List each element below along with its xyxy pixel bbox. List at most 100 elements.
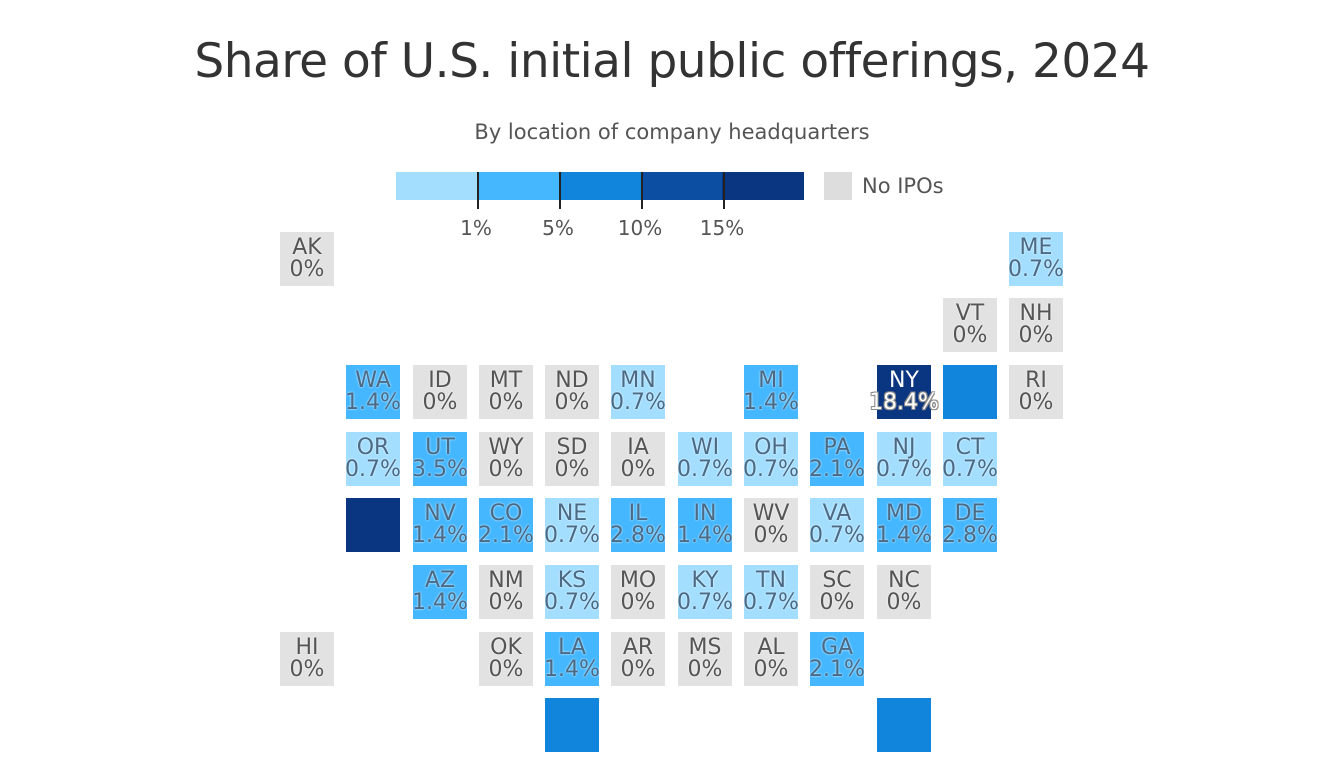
state-tile-mt: MT 0% <box>479 365 533 419</box>
state-tile-wa: WA 1.4% <box>345 365 401 419</box>
state-share: 0% <box>819 590 855 615</box>
state-abbr: PA <box>823 435 851 460</box>
state-tile-ak: AK 0% <box>280 232 334 286</box>
state-tile-mi: MI 1.4% <box>743 365 799 419</box>
state-tile-vt: VT 0% <box>943 298 997 352</box>
state-abbr: WV <box>752 501 790 526</box>
state-share: 0% <box>554 390 590 415</box>
state-share: 0.7% <box>677 457 733 482</box>
state-share: 1.4% <box>743 390 799 415</box>
state-tile-ut: UT 3.5% <box>412 432 468 486</box>
state-share: 2.1% <box>809 457 865 482</box>
state-tile-la: LA 1.4% <box>544 632 600 686</box>
state-tile-ms: MS 0% <box>678 632 732 686</box>
state-tile-ga: GA 2.1% <box>809 632 865 686</box>
state-tile-va: VA 0.7% <box>809 498 865 552</box>
legend-swatch-1 <box>477 172 560 200</box>
state-abbr: IL <box>628 501 648 526</box>
state-abbr: WY <box>488 435 524 460</box>
legend-tick-line <box>723 172 725 209</box>
state-abbr: TN <box>756 568 786 593</box>
state-abbr: DE <box>954 501 986 526</box>
legend-tick-label: 1% <box>460 216 492 240</box>
state-abbr: MI <box>758 368 784 393</box>
state-abbr: NH <box>1019 301 1053 326</box>
state-share: 0% <box>952 323 988 348</box>
state-abbr: ID <box>428 368 452 393</box>
state-abbr: NE <box>556 501 588 526</box>
state-share: 1.4% <box>876 523 932 548</box>
state-share: 0.7% <box>345 457 401 482</box>
state-share: 1.4% <box>412 523 468 548</box>
no-ipo-label: No IPOs <box>862 174 944 198</box>
state-share: 0% <box>422 390 458 415</box>
state-tile <box>943 365 997 419</box>
state-abbr: NV <box>424 501 456 526</box>
state-tile-ok: OK 0% <box>479 632 533 686</box>
legend-tick-label: 10% <box>617 216 663 240</box>
legend-swatch-2 <box>559 172 641 200</box>
state-tile-me: ME 0.7% <box>1008 232 1064 286</box>
legend-swatch-4 <box>722 172 804 200</box>
state-abbr: KS <box>557 568 587 593</box>
state-tile-ks: KS 0.7% <box>544 565 600 619</box>
state-tile-nh: NH 0% <box>1009 298 1063 352</box>
state-abbr: SD <box>556 435 588 460</box>
state-share: 0.7% <box>677 590 733 615</box>
state-share: 2.1% <box>809 657 865 682</box>
state-tile-nd: ND 0% <box>545 365 599 419</box>
state-tile-nc: NC 0% <box>877 565 931 619</box>
state-tile-hi: HI 0% <box>280 632 334 686</box>
state-share: 2.1% <box>478 523 534 548</box>
state-abbr: VA <box>822 501 852 526</box>
state-abbr: MT <box>489 368 523 393</box>
legend-swatch-3 <box>640 172 723 200</box>
state-abbr: IA <box>627 435 649 460</box>
state-share: 0% <box>289 657 325 682</box>
state-share: 0.7% <box>610 390 666 415</box>
state-tile-oh: OH 0.7% <box>743 432 799 486</box>
state-share: 0.7% <box>743 457 799 482</box>
state-share: 1.4% <box>412 590 468 615</box>
state-tile-ky: KY 0.7% <box>677 565 733 619</box>
state-share: 0.7% <box>876 457 932 482</box>
state-tile-wy: WY 0% <box>479 432 533 486</box>
state-tile-ne: NE 0.7% <box>544 498 600 552</box>
state-abbr: AK <box>292 235 322 260</box>
legend-tick-label: 15% <box>699 216 745 240</box>
state-share: 0.7% <box>544 590 600 615</box>
state-tile-pa: PA 2.1% <box>809 432 865 486</box>
state-abbr: ME <box>1019 235 1053 260</box>
state-tile-ny: NY 18.4% <box>869 365 939 419</box>
state-tile-or: OR 0.7% <box>345 432 401 486</box>
state-share: 0% <box>488 390 524 415</box>
state-share: 0% <box>620 657 656 682</box>
state-tile-sc: SC 0% <box>810 565 864 619</box>
state-abbr: ND <box>555 368 589 393</box>
state-share: 0% <box>620 590 656 615</box>
state-tile-de: DE 2.8% <box>942 498 998 552</box>
state-tile-sd: SD 0% <box>545 432 599 486</box>
state-abbr: CT <box>955 435 985 460</box>
state-abbr: MS <box>688 635 722 660</box>
state-abbr: MO <box>619 568 657 593</box>
state-tile-wi: WI 0.7% <box>677 432 733 486</box>
state-share: 0% <box>753 657 789 682</box>
state-share: 0% <box>488 657 524 682</box>
state-share: 0.7% <box>544 523 600 548</box>
state-share: 18.4% <box>869 390 939 415</box>
state-tile <box>545 698 599 752</box>
state-share: 2.8% <box>942 523 998 548</box>
state-share: 0% <box>753 523 789 548</box>
legend-tick-line <box>559 172 561 209</box>
state-tile-ri: RI 0% <box>1009 365 1063 419</box>
state-abbr: LA <box>558 635 586 660</box>
state-share: 0% <box>1018 323 1054 348</box>
state-abbr: RI <box>1025 368 1047 393</box>
state-share: 0.7% <box>942 457 998 482</box>
state-tile-tn: TN 0.7% <box>743 565 799 619</box>
state-tile-md: MD 1.4% <box>876 498 932 552</box>
state-tile-nm: NM 0% <box>479 565 533 619</box>
state-share: 1.4% <box>544 657 600 682</box>
state-share: 1.4% <box>677 523 733 548</box>
